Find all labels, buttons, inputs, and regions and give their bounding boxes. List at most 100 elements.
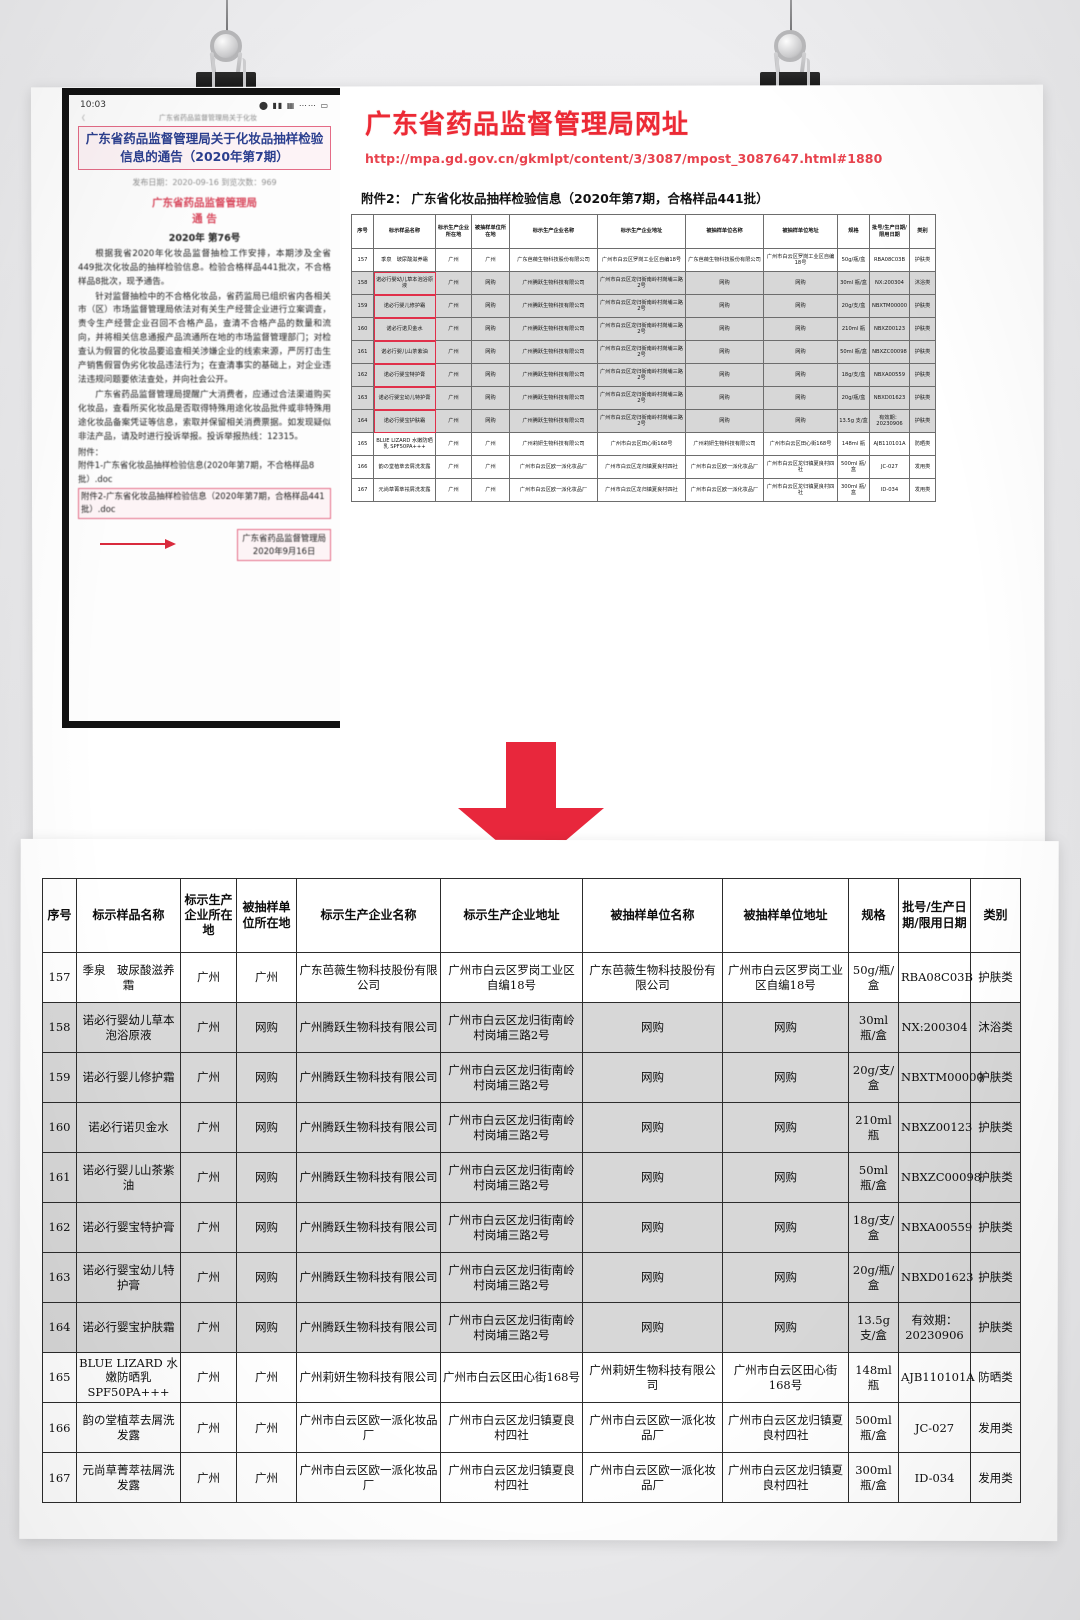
- cell-no: 157: [42, 952, 77, 1003]
- cell-maker_name: 广州腾跃生物科技有限公司: [509, 271, 598, 295]
- attachment-1-link[interactable]: 附件1-广东省化妆品抽样检验信息(2020年第7期，不合格样品8批）.doc: [78, 460, 315, 484]
- cell-sampled_loc: 网购: [236, 1252, 297, 1303]
- column-header-10: 类别: [970, 878, 1021, 953]
- cell-sample: 诺必行婴儿山茶紫油: [76, 1152, 181, 1203]
- cell-sampled_addr: 广州市白云区罗岗工业区自编18号: [763, 248, 838, 272]
- column-header-9: 批号/生产日期/限用日期: [898, 878, 971, 953]
- cell-sampled_name: 网购: [685, 317, 764, 341]
- cell-sampled_loc: 广州: [471, 455, 510, 479]
- source-url[interactable]: http://mpa.gd.gov.cn/gkmlpt/content/3/30…: [365, 151, 883, 166]
- cell-sampled_loc: 广州: [236, 1351, 297, 1404]
- column-header-5: 标示生产企业地址: [597, 214, 686, 249]
- cell-sample: 季泉 玻尿酸滋养霜: [373, 248, 436, 272]
- cell-sampled_addr: 广州市白云区田心街168号: [722, 1351, 849, 1404]
- cell-maker_name: 广州腾跃生物科技有限公司: [296, 1052, 441, 1103]
- back-icon[interactable]: 〈: [78, 114, 85, 122]
- cell-maker_addr: 广州市白云区龙归街南岭村岗埔三路2号: [440, 1002, 583, 1053]
- cell-sampled_loc: 网购: [236, 1202, 297, 1253]
- cell-batch: NBXD01623: [869, 386, 910, 410]
- cell-no: 158: [351, 271, 374, 295]
- attachments-label: 附件：: [78, 446, 104, 457]
- cell-sampled_loc: 网购: [471, 409, 510, 433]
- cell-sample: 诺必行婴儿修护霜: [76, 1052, 181, 1103]
- cell-maker_loc: 广州: [180, 952, 237, 1003]
- cell-spec: 20g/支/盒: [837, 294, 870, 318]
- column-header-4: 标示生产企业名称: [296, 878, 441, 953]
- cell-sampled_addr: 广州市白云区龙归镇夏良村四社: [722, 1402, 849, 1454]
- cell-maker_addr: 广州市白云区龙归街南岭村岗埔三路2号: [440, 1202, 583, 1253]
- cell-maker_addr: 广州市白云区龙归街南岭村岗埔三路2号: [440, 1052, 583, 1103]
- arrow-shaft: [506, 742, 556, 812]
- column-header-10: 类别: [909, 214, 936, 249]
- cell-no: 161: [42, 1152, 77, 1203]
- cell-sampled_addr: 网购: [722, 1102, 849, 1153]
- cell-no: 160: [42, 1102, 77, 1153]
- attachment-2-link[interactable]: 附件2-广东省化妆品抽样检验信息（2020年第7期，合格样品441批）.doc: [78, 487, 331, 519]
- cell-batch: 有效期：20230906: [869, 409, 910, 433]
- table-row: 166 韵の堂植萃去屑洗发露 广州 广州 广州市白云区欧一派化妆品厂 广州市白云区龙归镇夏…: [42, 1402, 1021, 1454]
- table-row: 158 诺必行婴幼儿草本泡浴原液 广州 网购 广州腾跃生物科技有限公司 广州市白云区龙归街…: [351, 271, 936, 295]
- cell-sample: 诺必行婴幼儿草本泡浴原液: [373, 271, 436, 295]
- cell-maker_loc: 广州: [435, 455, 472, 479]
- cell-batch: NBXTM00000: [869, 294, 910, 318]
- cell-no: 164: [351, 409, 374, 433]
- hanging-wire-left: [226, 0, 228, 40]
- cell-sampled_name: 网购: [582, 1252, 723, 1303]
- cell-spec: 210ml 瓶: [848, 1102, 899, 1153]
- notice-number: 2020年 第76号: [168, 232, 241, 244]
- cell-maker_name: 广州腾跃生物科技有限公司: [509, 340, 598, 364]
- cell-maker_loc: 广州: [435, 294, 472, 318]
- cell-maker_addr: 广州市白云区龙归镇夏良村四社: [440, 1402, 583, 1454]
- phone-status-bar: 10:03 ⬤ ▮▮ ▦ ⋯⋯ ▭: [78, 99, 331, 113]
- article-paragraph: 针对监督抽检中的不合格化妆品，省药监局已组织省内各相关市（区）市场监督管理局依法…: [78, 291, 331, 386]
- cell-maker_name: 广州腾跃生物科技有限公司: [509, 317, 598, 341]
- cell-maker_loc: 广州: [180, 1202, 237, 1253]
- cell-no: 157: [351, 248, 374, 272]
- cell-maker_name: 广州莉妍生物科技有限公司: [296, 1351, 441, 1404]
- cell-maker_name: 广州腾跃生物科技有限公司: [296, 1252, 441, 1303]
- cell-spec: 20g/支/盒: [848, 1052, 899, 1103]
- article-meta: 发布日期：2020-09-16 到览次数：969: [132, 178, 277, 188]
- table-row: 160 诺必行诺贝金水 广州 网购 广州腾跃生物科技有限公司 广州市白云区龙归街南岭村岗埔…: [42, 1102, 1021, 1153]
- cell-batch: AJB110101A: [869, 432, 910, 456]
- cell-maker_addr: 广州市白云区龙归镇夏良村四社: [440, 1452, 583, 1504]
- cell-sampled_loc: 网购: [471, 340, 510, 364]
- cell-sampled_addr: 网购: [722, 1202, 849, 1253]
- column-header-5: 标示生产企业地址: [440, 878, 583, 953]
- cell-sampled_name: 广东芭薇生物科技股份有限公司: [685, 248, 764, 272]
- cell-sampled_addr: 网购: [722, 1002, 849, 1053]
- cell-category: 护肤类: [970, 1152, 1021, 1203]
- cell-sample: BLUE LIZARD 水嫩防晒乳 SPF50PA+++: [373, 432, 436, 456]
- cell-maker_addr: 广州市白云区龙归镇夏良村四社: [597, 478, 686, 502]
- signature-box: 广东省药品监督管理局 2020年9月16日: [237, 528, 331, 561]
- cell-sampled_loc: 广州: [236, 1452, 297, 1504]
- cell-sampled_addr: 网购: [763, 386, 838, 410]
- red-pointer-arrow-icon: [100, 538, 176, 549]
- cell-sample: 诺必行婴儿山茶紫油: [373, 340, 436, 364]
- cell-maker_loc: 广州: [180, 1252, 237, 1303]
- table-row: 167 元尚草菁萃祛屑洗发露 广州 广州 广州市白云区欧一派化妆品厂 广州市白云区龙归镇夏…: [351, 478, 936, 502]
- cell-category: 防晒类: [970, 1351, 1021, 1404]
- article-paragraph: 广东省药品监督管理局提醒广大消费者，应通过合法渠道购买化妆品，查看所买化妆品是否…: [78, 389, 331, 442]
- page-title: 广东省药品监督管理局网址: [365, 110, 690, 140]
- mini-table-body: 157 季泉 玻尿酸滋养霜 广州 广州 广东芭薇生物科技股份有限公司 广州市白云区罗岗工业…: [351, 248, 936, 502]
- table-row: 157 季泉 玻尿酸滋养霜 广州 广州 广东芭薇生物科技股份有限公司 广州市白云区罗岗工业…: [351, 248, 936, 272]
- cell-sampled_addr: 广州市白云区田心街168号: [763, 432, 838, 456]
- cell-spec: 148ml 瓶: [837, 432, 870, 456]
- cell-maker_addr: 广州市白云区龙归街南岭村岗埔三路2号: [597, 386, 686, 410]
- cell-sampled_name: 广州市白云区欧一派化妆品厂: [582, 1402, 723, 1454]
- cell-maker_name: 广州市白云区欧一派化妆品厂: [296, 1402, 441, 1454]
- cell-no: 166: [351, 455, 374, 479]
- cell-maker_name: 广州腾跃生物科技有限公司: [509, 363, 598, 387]
- cell-sample: 元尚草菁萃祛屑洗发露: [76, 1452, 181, 1504]
- column-header-2: 标示生产企业所在地: [435, 214, 472, 249]
- table-header-row: 序号 标示样品名称 标示生产企业所在地 被抽样单位所在地 标示生产企业名称 标示生产企业地…: [42, 878, 1021, 953]
- cell-maker_addr: 广州市白云区龙归街南岭村岗埔三路2号: [440, 1152, 583, 1203]
- issuing-organization: 广东省药品监督管理局: [152, 197, 257, 210]
- column-header-8: 规格: [848, 878, 899, 953]
- cell-maker_loc: 广州: [180, 1302, 237, 1353]
- cell-maker_addr: 广州市白云区田心街168号: [597, 432, 686, 456]
- cell-sampled_name: 网购: [582, 1102, 723, 1153]
- cell-spec: 300ml 瓶/盒: [837, 478, 870, 502]
